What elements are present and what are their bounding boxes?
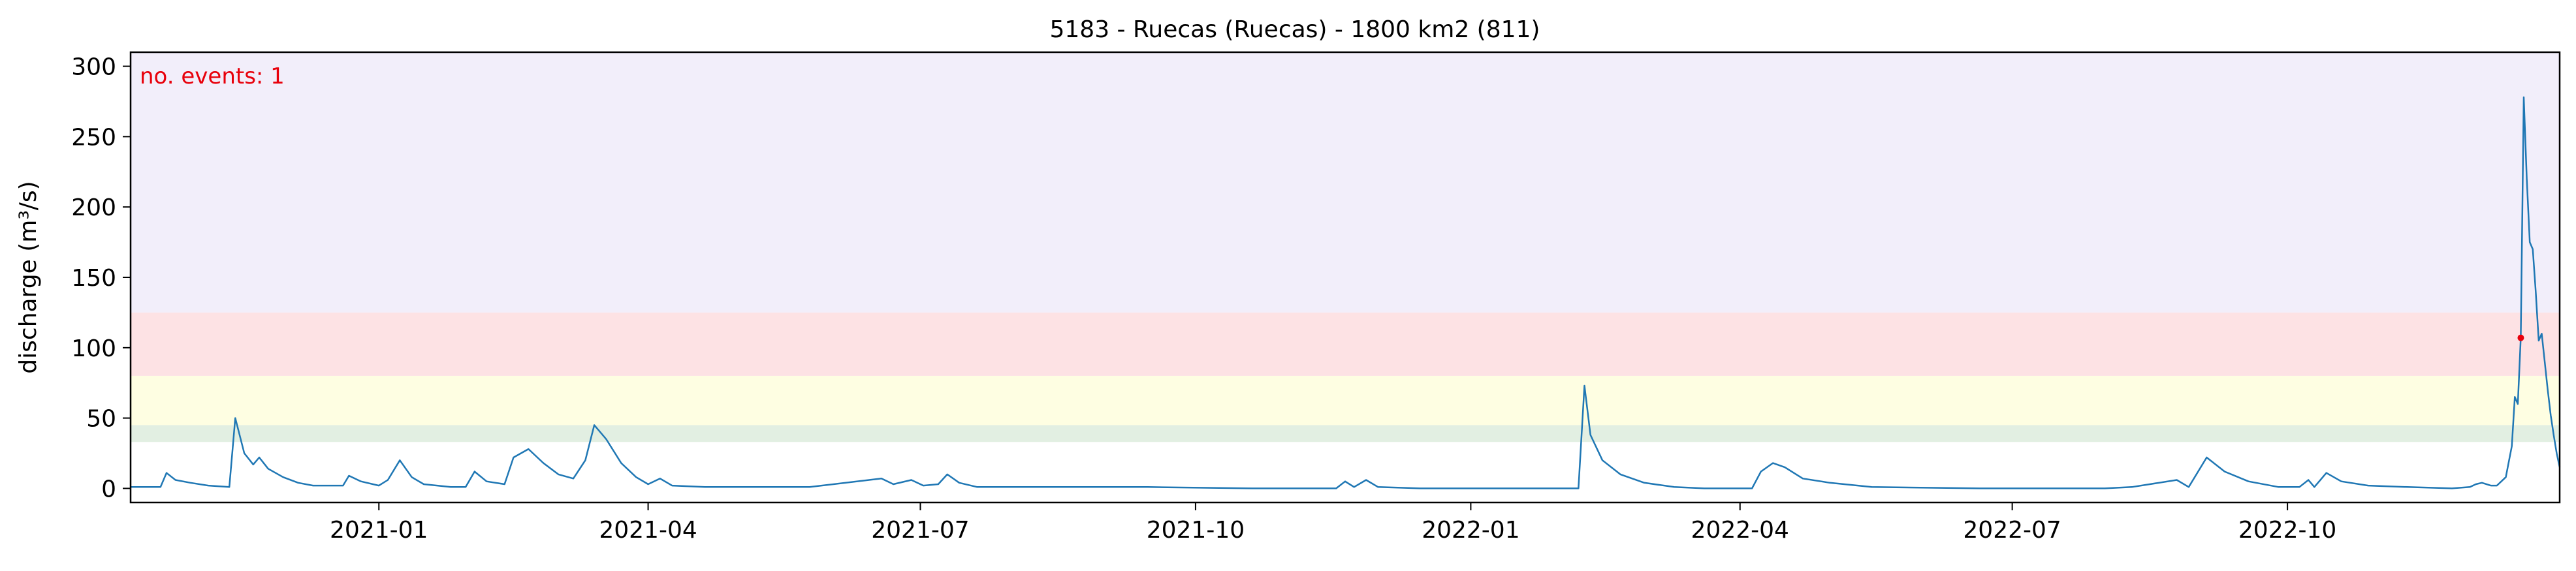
x-tick-label: 2022-04 xyxy=(1691,517,1789,544)
threshold-band-0 xyxy=(131,425,2560,442)
x-tick-label: 2021-10 xyxy=(1147,517,1245,544)
y-tick-label: 100 xyxy=(71,335,116,362)
x-tick-label: 2021-04 xyxy=(599,517,697,544)
x-tick-label: 2022-07 xyxy=(1963,517,2061,544)
y-axis-label: discharge (m³/s) xyxy=(15,181,42,373)
discharge-series-line-0 xyxy=(131,96,2561,489)
threshold-band-3 xyxy=(131,52,2560,313)
x-tick-label: 2021-07 xyxy=(871,517,969,544)
chart-title: 5183 - Ruecas (Ruecas) - 1800 km2 (811) xyxy=(1050,16,1540,43)
series-layer xyxy=(131,96,2561,489)
y-tick-label: 150 xyxy=(71,265,116,292)
threshold-band-1 xyxy=(131,375,2560,425)
threshold-bands xyxy=(131,52,2560,442)
x-tick-label: 2022-01 xyxy=(1422,517,1519,544)
x-tick-label: 2021-01 xyxy=(330,517,428,544)
y-tick-label: 250 xyxy=(71,124,116,151)
events-count-annotation: no. events: 1 xyxy=(140,63,285,89)
threshold-band-2 xyxy=(131,312,2560,376)
event-point-0 xyxy=(2517,334,2524,341)
y-tick-label: 300 xyxy=(71,54,116,81)
x-tick-label: 2022-10 xyxy=(2238,517,2336,544)
y-tick-label: 50 xyxy=(86,406,116,433)
y-tick-label: 0 xyxy=(101,476,116,502)
y-axis: 0 50 100 150 200 250 300 xyxy=(71,54,131,502)
x-axis: 2021-01 2021-04 2021-07 2021-10 2022-01 2022-… xyxy=(330,502,2336,544)
events-layer xyxy=(2517,334,2524,341)
y-tick-label: 200 xyxy=(71,194,116,221)
